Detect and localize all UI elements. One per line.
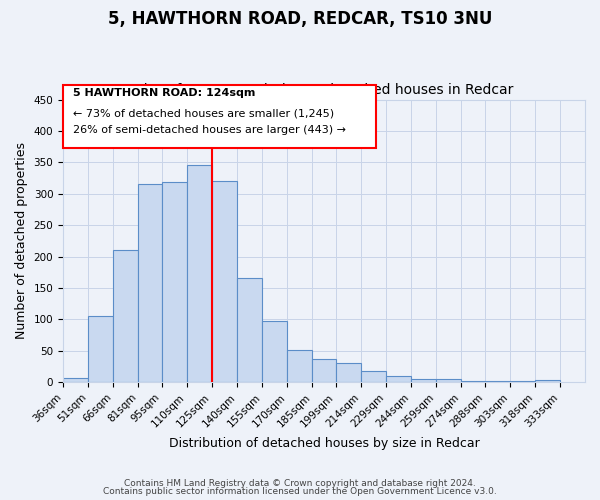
X-axis label: Distribution of detached houses by size in Redcar: Distribution of detached houses by size …: [169, 437, 479, 450]
Text: Contains public sector information licensed under the Open Government Licence v3: Contains public sector information licen…: [103, 487, 497, 496]
Text: 26% of semi-detached houses are larger (443) →: 26% of semi-detached houses are larger (…: [73, 125, 346, 135]
Text: Contains HM Land Registry data © Crown copyright and database right 2024.: Contains HM Land Registry data © Crown c…: [124, 478, 476, 488]
Bar: [313, 360, 336, 382]
Bar: [411, 379, 436, 382]
Text: 5 HAWTHORN ROAD: 124sqm: 5 HAWTHORN ROAD: 124sqm: [73, 88, 256, 99]
Bar: [336, 364, 361, 382]
Bar: [187, 166, 212, 382]
Bar: [287, 350, 313, 382]
Bar: [63, 378, 88, 382]
Text: ← 73% of detached houses are smaller (1,245): ← 73% of detached houses are smaller (1,…: [73, 108, 335, 118]
Bar: [361, 371, 386, 382]
Title: Size of property relative to detached houses in Redcar: Size of property relative to detached ho…: [135, 83, 513, 97]
Y-axis label: Number of detached properties: Number of detached properties: [15, 142, 28, 340]
FancyBboxPatch shape: [63, 86, 376, 148]
Bar: [262, 321, 287, 382]
Text: 5, HAWTHORN ROAD, REDCAR, TS10 3NU: 5, HAWTHORN ROAD, REDCAR, TS10 3NU: [108, 10, 492, 28]
Bar: [162, 182, 187, 382]
Bar: [113, 250, 139, 382]
Bar: [535, 380, 560, 382]
Bar: [139, 184, 162, 382]
Bar: [436, 379, 461, 382]
Bar: [88, 316, 113, 382]
Bar: [212, 181, 237, 382]
Bar: [237, 278, 262, 382]
Bar: [386, 376, 411, 382]
